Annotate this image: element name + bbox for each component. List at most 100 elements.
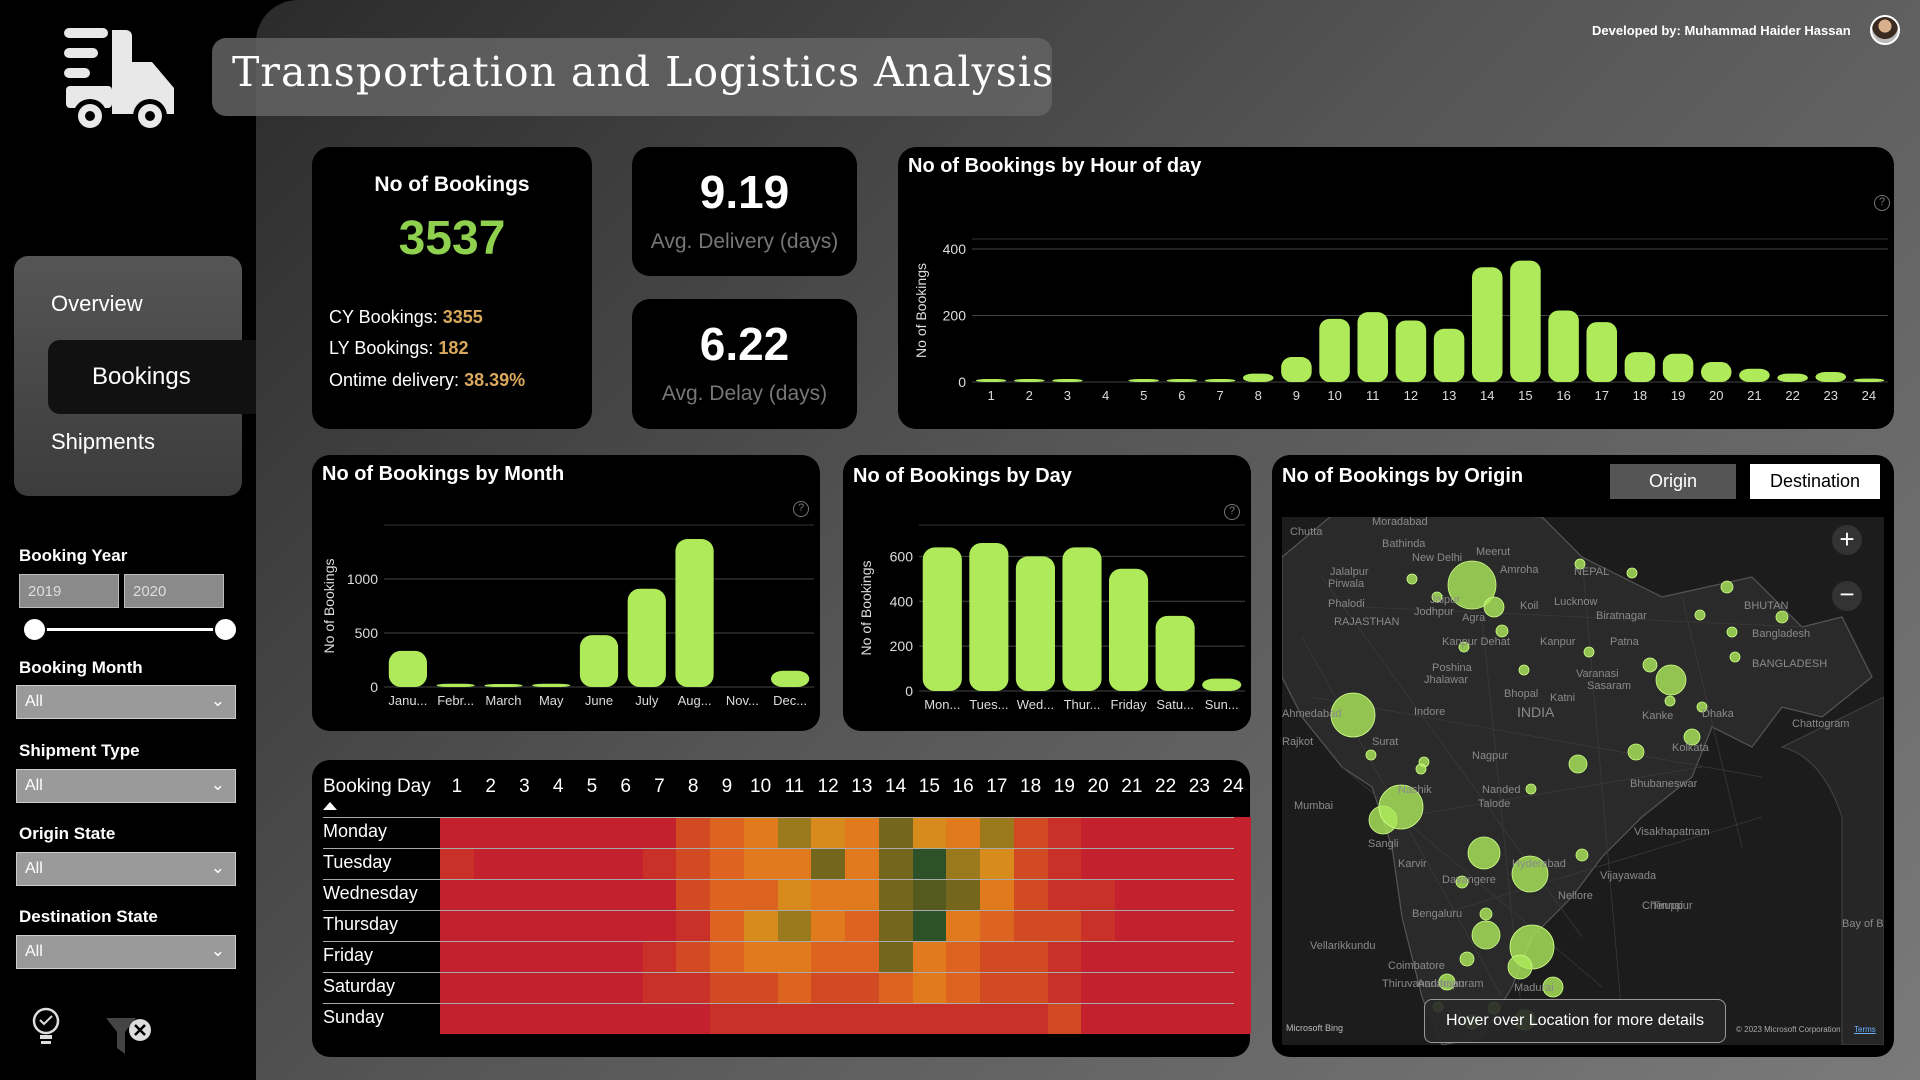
heatmap-cell[interactable] [1148, 848, 1183, 879]
heatmap-cell[interactable] [946, 879, 981, 910]
heatmap-cell[interactable] [811, 879, 846, 910]
heatmap-cell[interactable] [507, 879, 542, 910]
heatmap-cell[interactable] [811, 1003, 846, 1034]
heatmap-cell[interactable] [608, 848, 643, 879]
heatmap-cell[interactable] [710, 1003, 745, 1034]
heatmap-cell[interactable] [710, 972, 745, 1003]
heatmap-cell[interactable] [1216, 1003, 1251, 1034]
heatmap-cell[interactable] [608, 817, 643, 848]
heatmap-cell[interactable] [473, 910, 508, 941]
map-terms-link[interactable]: Terms [1854, 1025, 1876, 1034]
heatmap-cell[interactable] [912, 848, 947, 879]
heatmap-cell[interactable] [878, 941, 913, 972]
heatmap-cell[interactable] [980, 848, 1015, 879]
heatmap-cell[interactable] [845, 972, 880, 1003]
heatmap-cell[interactable] [1182, 910, 1217, 941]
heatmap-cell[interactable] [845, 848, 880, 879]
heatmap-cell[interactable] [575, 972, 610, 1003]
heatmap-cell[interactable] [1148, 941, 1183, 972]
heatmap-cell[interactable] [777, 941, 812, 972]
heatmap-cell[interactable] [676, 1003, 711, 1034]
heatmap-cell[interactable] [473, 941, 508, 972]
heatmap-cell[interactable] [946, 848, 981, 879]
heatmap-cell[interactable] [541, 848, 576, 879]
heatmap-cell[interactable] [912, 879, 947, 910]
booking-month-dropdown[interactable]: All ⌄ [16, 685, 236, 719]
heatmap-cell[interactable] [541, 941, 576, 972]
heatmap-cell[interactable] [676, 910, 711, 941]
heatmap-cell[interactable] [710, 910, 745, 941]
heatmap-cell[interactable] [1081, 972, 1116, 1003]
heatmap-cell[interactable] [1216, 817, 1251, 848]
heatmap-cell[interactable] [1216, 972, 1251, 1003]
heatmap-cell[interactable] [1115, 972, 1150, 1003]
heatmap-cell[interactable] [440, 972, 475, 1003]
year-slider-end-handle[interactable] [213, 617, 238, 642]
heatmap-cell[interactable] [440, 941, 475, 972]
heatmap-cell[interactable] [440, 817, 475, 848]
heatmap-cell[interactable] [1047, 1003, 1082, 1034]
heatmap-cell[interactable] [676, 848, 711, 879]
heatmap-cell[interactable] [878, 879, 913, 910]
heatmap-cell[interactable] [1013, 941, 1048, 972]
heatmap-cell[interactable] [1081, 1003, 1116, 1034]
heatmap-cell[interactable] [1013, 910, 1048, 941]
heatmap-cell[interactable] [575, 1003, 610, 1034]
zoom-in-button[interactable]: + [1832, 525, 1862, 555]
heatmap-cell[interactable] [642, 910, 677, 941]
heatmap-cell[interactable] [845, 879, 880, 910]
heatmap-cell[interactable] [743, 910, 778, 941]
heatmap-cell[interactable] [1115, 941, 1150, 972]
heatmap-cell[interactable] [1081, 910, 1116, 941]
heatmap-cell[interactable] [473, 879, 508, 910]
heatmap-cell[interactable] [811, 848, 846, 879]
heatmap-cell[interactable] [1216, 941, 1251, 972]
heatmap-cell[interactable] [811, 817, 846, 848]
heatmap-cell[interactable] [676, 879, 711, 910]
heatmap-cell[interactable] [1081, 941, 1116, 972]
heatmap-cell[interactable] [642, 941, 677, 972]
help-icon[interactable]: ? [793, 501, 809, 517]
heatmap-cell[interactable] [1182, 817, 1217, 848]
heatmap-cell[interactable] [811, 972, 846, 1003]
heatmap-cell[interactable] [1148, 817, 1183, 848]
heatmap-cell[interactable] [575, 910, 610, 941]
heatmap-cell[interactable] [440, 879, 475, 910]
heatmap-cell[interactable] [473, 1003, 508, 1034]
heatmap-cell[interactable] [608, 910, 643, 941]
heatmap-cell[interactable] [541, 910, 576, 941]
heatmap-cell[interactable] [946, 910, 981, 941]
heatmap-cell[interactable] [811, 910, 846, 941]
heatmap-cell[interactable] [1148, 1003, 1183, 1034]
heatmap-cell[interactable] [676, 972, 711, 1003]
heatmap-cell[interactable] [1115, 1003, 1150, 1034]
heatmap-cell[interactable] [777, 817, 812, 848]
heatmap-cell[interactable] [541, 879, 576, 910]
heatmap-cell[interactable] [743, 848, 778, 879]
heatmap-cell[interactable] [1148, 879, 1183, 910]
heatmap-cell[interactable] [575, 817, 610, 848]
heatmap-cell[interactable] [743, 817, 778, 848]
heatmap-cell[interactable] [1013, 879, 1048, 910]
heatmap-cell[interactable] [541, 1003, 576, 1034]
nav-shipments[interactable]: Shipments [51, 429, 155, 454]
heatmap-cell[interactable] [912, 817, 947, 848]
heatmap-cell[interactable] [743, 941, 778, 972]
heatmap-cell[interactable] [1115, 910, 1150, 941]
heatmap-cell[interactable] [980, 817, 1015, 848]
year-slider-start-handle[interactable] [22, 617, 47, 642]
heatmap-cell[interactable] [507, 1003, 542, 1034]
heatmap-cell[interactable] [1013, 972, 1048, 1003]
origin-toggle-button[interactable]: Origin [1610, 464, 1736, 499]
destination-toggle-button[interactable]: Destination [1750, 464, 1880, 499]
heatmap-cell[interactable] [676, 941, 711, 972]
heatmap-cell[interactable] [710, 848, 745, 879]
heatmap-cell[interactable] [541, 817, 576, 848]
heatmap-cell[interactable] [912, 910, 947, 941]
heatmap-cell[interactable] [1182, 848, 1217, 879]
heatmap-cell[interactable] [440, 848, 475, 879]
heatmap-cell[interactable] [1047, 817, 1082, 848]
heatmap-cell[interactable] [1115, 817, 1150, 848]
heatmap-cell[interactable] [811, 941, 846, 972]
heatmap-cell[interactable] [507, 848, 542, 879]
